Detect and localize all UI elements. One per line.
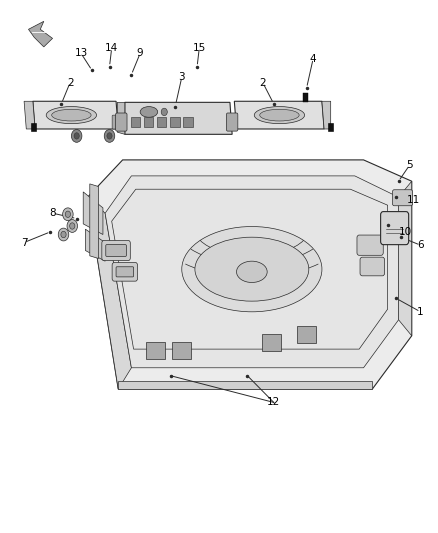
Ellipse shape	[195, 237, 309, 301]
Polygon shape	[117, 102, 125, 134]
Bar	[303, 93, 308, 102]
Text: 14: 14	[105, 43, 118, 53]
Text: 8: 8	[49, 208, 56, 218]
Ellipse shape	[46, 107, 96, 124]
Polygon shape	[24, 101, 35, 129]
Text: 13: 13	[74, 49, 88, 58]
Polygon shape	[125, 102, 232, 134]
FancyBboxPatch shape	[106, 245, 127, 256]
Ellipse shape	[140, 107, 158, 117]
Polygon shape	[33, 101, 118, 129]
Circle shape	[63, 208, 73, 221]
Text: 2: 2	[259, 78, 266, 87]
Text: 7: 7	[21, 238, 28, 247]
Polygon shape	[88, 160, 412, 389]
Polygon shape	[90, 184, 99, 259]
FancyBboxPatch shape	[392, 190, 413, 206]
Circle shape	[71, 130, 82, 142]
Circle shape	[67, 220, 78, 232]
FancyBboxPatch shape	[360, 257, 385, 276]
Text: 9: 9	[137, 49, 144, 58]
FancyBboxPatch shape	[112, 115, 122, 129]
Circle shape	[61, 231, 66, 238]
Ellipse shape	[237, 261, 267, 282]
Bar	[297, 326, 316, 343]
FancyBboxPatch shape	[116, 266, 134, 277]
Polygon shape	[322, 101, 331, 129]
Text: 5: 5	[406, 160, 413, 170]
Polygon shape	[399, 181, 412, 336]
FancyBboxPatch shape	[116, 113, 127, 131]
Circle shape	[107, 133, 112, 139]
Bar	[144, 117, 153, 127]
Bar	[183, 117, 193, 127]
FancyBboxPatch shape	[357, 235, 383, 255]
Ellipse shape	[260, 109, 299, 121]
FancyBboxPatch shape	[112, 263, 138, 281]
Text: 10: 10	[399, 227, 412, 237]
Polygon shape	[118, 381, 372, 389]
Bar	[170, 117, 180, 127]
Circle shape	[74, 133, 79, 139]
Text: 11: 11	[407, 195, 420, 205]
Circle shape	[161, 108, 167, 116]
Text: 6: 6	[417, 240, 424, 250]
FancyBboxPatch shape	[226, 113, 238, 131]
Circle shape	[70, 223, 75, 229]
Bar	[146, 342, 165, 359]
Bar	[131, 117, 140, 127]
Polygon shape	[83, 192, 103, 235]
Text: 1: 1	[417, 307, 424, 317]
Bar	[31, 123, 36, 131]
Polygon shape	[88, 197, 131, 389]
Text: 3: 3	[178, 72, 185, 82]
Polygon shape	[28, 21, 53, 47]
FancyBboxPatch shape	[381, 212, 409, 245]
Ellipse shape	[52, 109, 91, 121]
Circle shape	[65, 211, 71, 217]
Bar	[157, 117, 166, 127]
Text: 12: 12	[267, 398, 280, 407]
Ellipse shape	[182, 227, 322, 312]
Polygon shape	[105, 176, 399, 368]
Text: 2: 2	[67, 78, 74, 87]
Ellipse shape	[254, 107, 305, 124]
Polygon shape	[85, 229, 105, 261]
FancyBboxPatch shape	[102, 240, 131, 261]
Bar	[328, 123, 333, 131]
Text: 15: 15	[193, 43, 206, 53]
Bar	[262, 334, 281, 351]
Bar	[172, 342, 191, 359]
Text: 4: 4	[310, 54, 317, 63]
Polygon shape	[234, 101, 324, 129]
Circle shape	[58, 228, 69, 241]
Circle shape	[104, 130, 115, 142]
